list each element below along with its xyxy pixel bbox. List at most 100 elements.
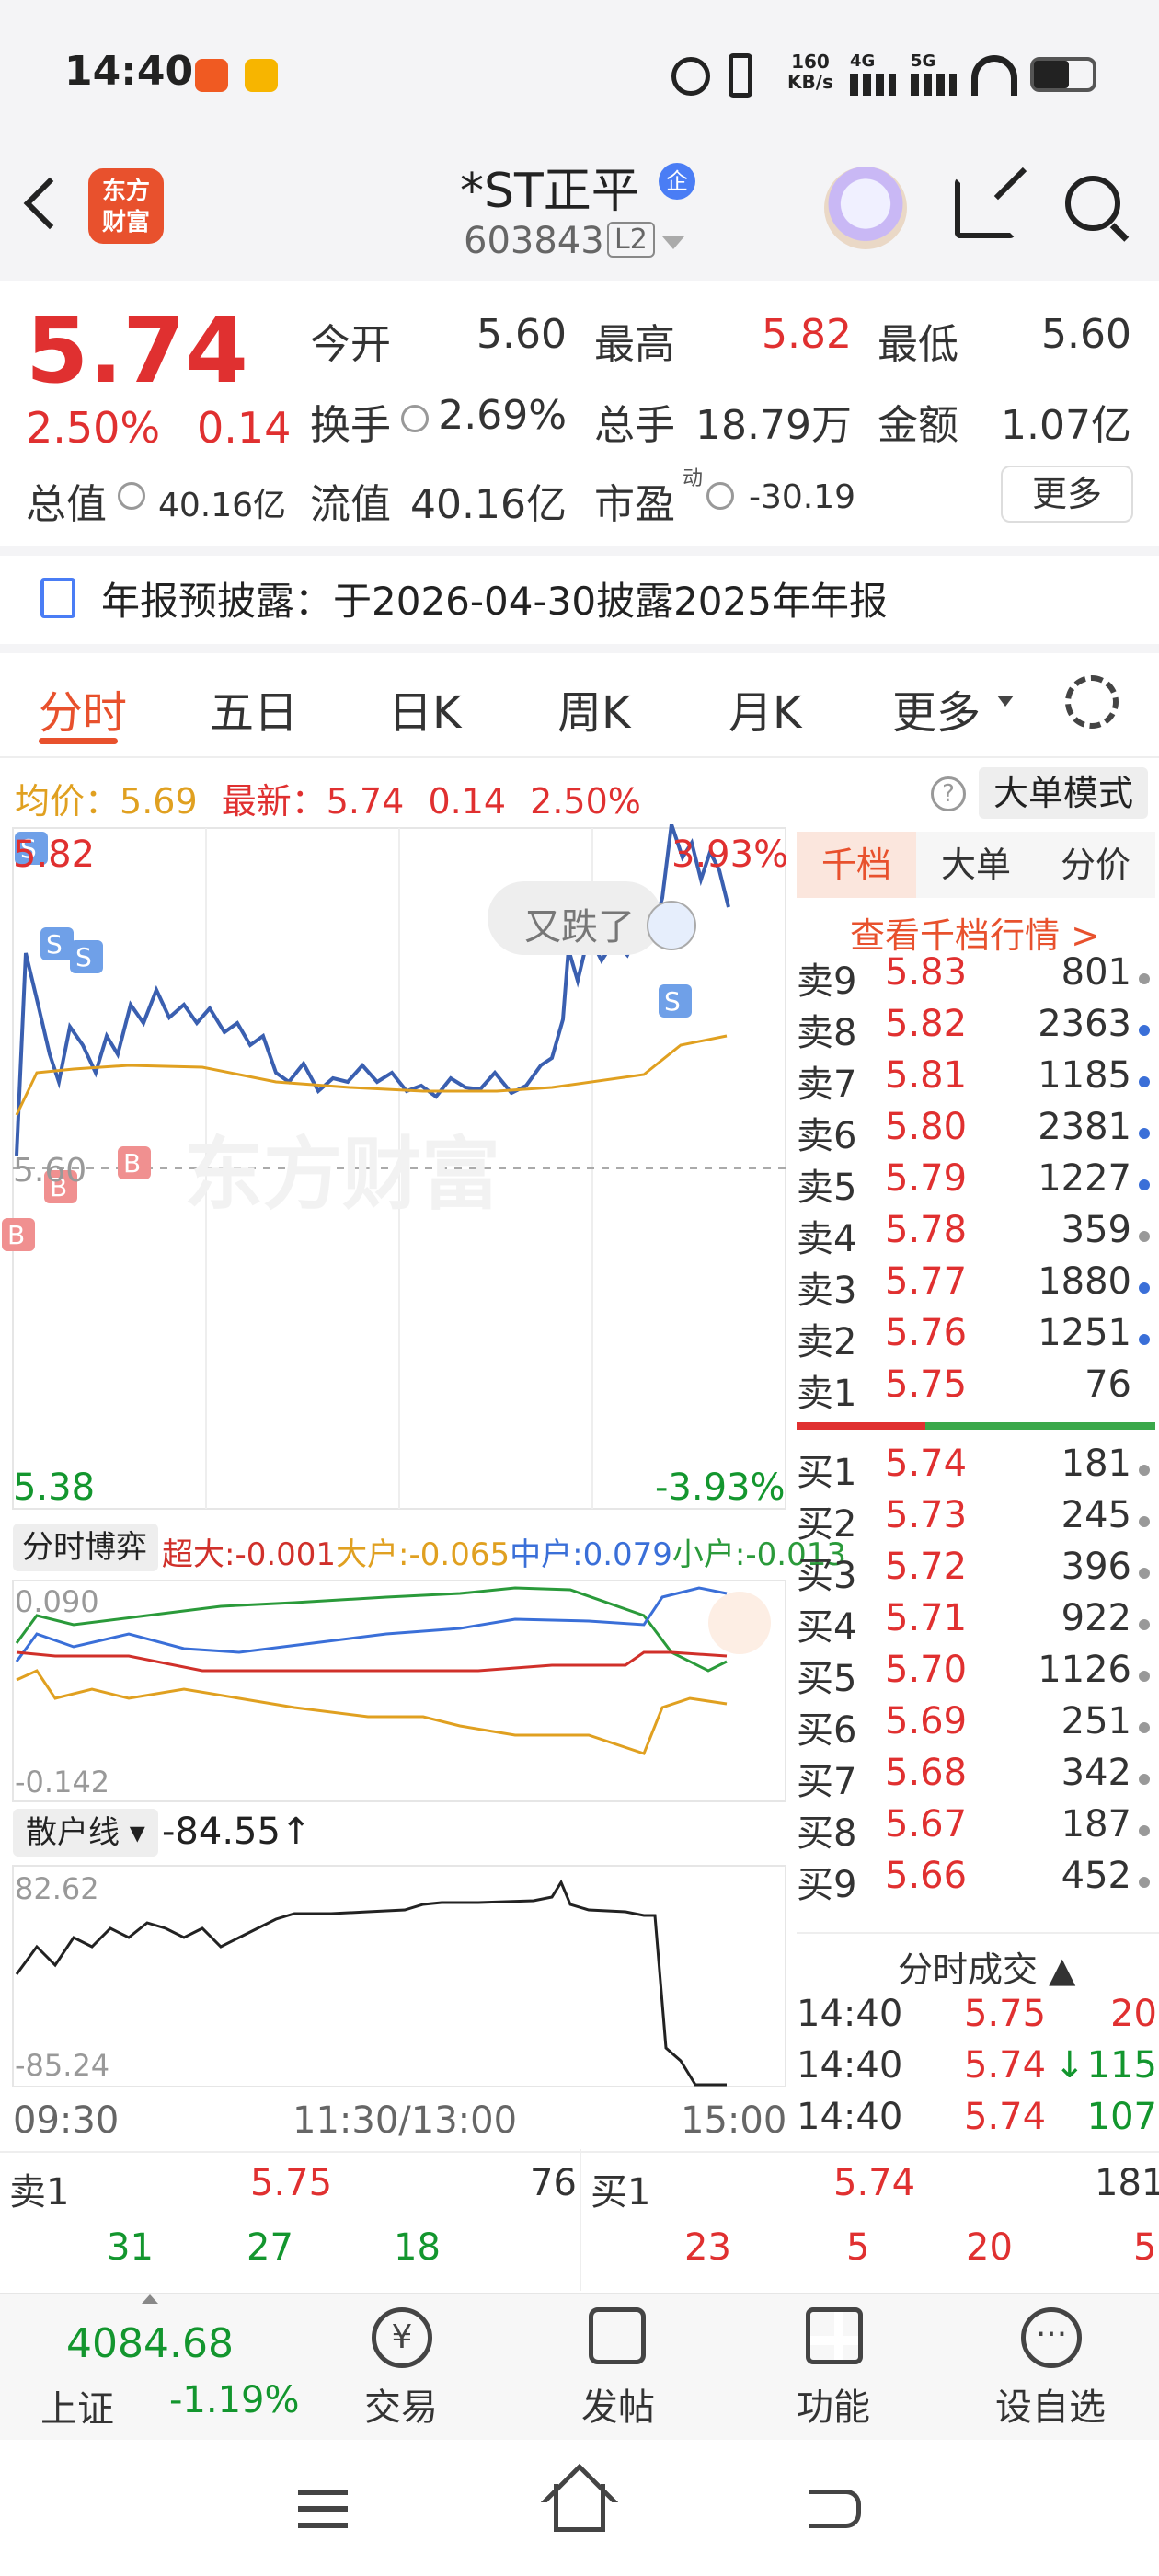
market-cap-label: 总值 [26, 481, 107, 528]
signal-5g-label: 5G [911, 52, 936, 71]
trade-ticker[interactable]: 分时成交 ▲ 14:40 5.75 20 14:40 5.74 ↓ 115 14:40 5.74… [797, 1932, 1159, 2144]
app-logo[interactable]: 东方 财富 [88, 168, 164, 244]
time-axis-open: 09:30 [13, 2099, 120, 2142]
ask-row[interactable]: 卖8 5.82 2363 [797, 1003, 1155, 1054]
robot-assistant-icon[interactable] [824, 167, 907, 249]
tab-intraday[interactable]: 分时 [39, 687, 128, 739]
trade-row: 14:40 5.74 107 [797, 2096, 1159, 2147]
big-order-dot [1139, 1825, 1150, 1836]
settings-icon[interactable] [1065, 675, 1119, 729]
retail-line-selector[interactable]: 散户线 ▾ [13, 1809, 158, 1857]
ask-bid-ratio-bar-bid [925, 1422, 1155, 1430]
retail-chart[interactable] [0, 1864, 791, 2088]
ask-row[interactable]: 卖5 5.79 1227 [797, 1157, 1155, 1209]
trade-row: 14:40 5.74 ↓ 115 [797, 2044, 1159, 2096]
ask-label: 卖6 [797, 1115, 857, 1157]
bid-row[interactable]: 买2 5.73 245 [797, 1494, 1155, 1546]
trade-direction-arrow: ↓ [1054, 2044, 1085, 2087]
comment-bubble-text[interactable]: 又跌了 [524, 906, 635, 949]
flow-selector[interactable]: 分时博弈 ▾ [13, 1524, 158, 1614]
trade-icon[interactable]: ¥ [372, 2307, 432, 2368]
big-order-mode-button[interactable]: 大单模式 [979, 767, 1148, 819]
ask-label: 卖4 [797, 1218, 857, 1260]
volume-value: 18.79万 [695, 402, 852, 449]
ask-row[interactable]: 卖1 5.75 76 [797, 1363, 1155, 1415]
bid-price: 5.70 [885, 1649, 968, 1691]
watchlist-icon[interactable]: ··· [1021, 2307, 1082, 2368]
nav-trade[interactable]: 交易 [364, 2386, 438, 2429]
flow-chart[interactable] [0, 1579, 791, 1803]
large-holder-line [16, 1669, 728, 1755]
signal-4g-icon [850, 74, 896, 96]
tab-full-depth[interactable]: 千档 [797, 832, 916, 898]
bid-row[interactable]: 买1 5.74 181 [797, 1443, 1155, 1494]
tab-five-day[interactable]: 五日 [210, 687, 299, 739]
stock-code: 603843 [464, 220, 604, 262]
stock-header: 东方 财富 *ST正平 企 603843 L2 [0, 152, 1159, 281]
info-circle-icon[interactable] [118, 482, 145, 510]
info-circle-icon[interactable] [706, 482, 734, 510]
ask-row[interactable]: 卖2 5.76 1251 [797, 1312, 1155, 1363]
chevron-down-icon[interactable] [662, 236, 684, 249]
ask-row[interactable]: 卖4 5.78 359 [797, 1209, 1155, 1260]
ask-volume: 76 [1084, 1363, 1131, 1406]
menu-icon[interactable] [298, 2490, 348, 2528]
intraday-chart[interactable]: 东方财富 S S S S B B B [0, 824, 791, 1524]
functions-icon[interactable] [806, 2307, 863, 2364]
big-order-dot [1139, 1774, 1150, 1785]
book-fade [797, 1923, 1155, 1934]
share-icon[interactable] [955, 178, 1016, 238]
help-icon[interactable]: ? [931, 776, 966, 811]
big-order-dot [1139, 1465, 1150, 1476]
nav-add-watchlist[interactable]: 设自选 [995, 2386, 1106, 2429]
buy-queue-item: 5 [1133, 2226, 1157, 2269]
bid-row[interactable]: 买7 5.68 342 [797, 1752, 1155, 1803]
buy-queue-item: 23 [684, 2226, 731, 2269]
expand-up-icon[interactable] [142, 2294, 158, 2304]
high-label: 最高 [594, 321, 675, 368]
sell-marker-label: S [46, 929, 63, 960]
trade-volume: 115 [1086, 2044, 1157, 2087]
bid-row[interactable]: 买8 5.67 187 [797, 1803, 1155, 1855]
level-badge[interactable]: L2 [607, 222, 655, 258]
bid-row[interactable]: 买4 5.71 922 [797, 1597, 1155, 1649]
more-button[interactable]: 更多 [1001, 466, 1133, 523]
ask-row[interactable]: 卖7 5.81 1185 [797, 1054, 1155, 1106]
ask-price: 5.81 [885, 1054, 968, 1097]
tab-price-levels[interactable]: 分价 [1060, 845, 1130, 885]
low-value: 5.60 [1041, 311, 1131, 358]
bid-row[interactable]: 买6 5.69 251 [797, 1700, 1155, 1752]
tab-more[interactable]: 更多 [892, 687, 981, 739]
amount-label: 金额 [878, 402, 958, 449]
bid-row[interactable]: 买3 5.72 396 [797, 1546, 1155, 1597]
nav-post[interactable]: 发帖 [581, 2386, 655, 2429]
bottom-nav [0, 2293, 1159, 2440]
document-icon [40, 578, 75, 618]
post-icon[interactable] [589, 2307, 646, 2364]
index-value[interactable]: 4084.68 [66, 2320, 234, 2367]
tab-daily-k[interactable]: 日K [388, 687, 462, 739]
back-icon[interactable] [23, 177, 76, 230]
back-nav-icon[interactable] [809, 2490, 861, 2528]
ask-row[interactable]: 卖6 5.80 2381 [797, 1106, 1155, 1157]
index-name[interactable]: 上证 [40, 2388, 114, 2431]
tab-big-orders[interactable]: 大单 [940, 845, 1011, 885]
annual-report-notice[interactable]: 年报预披露：于2026-04-30披露2025年年报 [101, 579, 888, 624]
pct-axis-bottom: -3.93% [655, 1466, 786, 1509]
sell-queue-item: 18 [394, 2226, 441, 2269]
trade-volume: 107 [1086, 2096, 1157, 2138]
search-icon[interactable] [1065, 176, 1120, 231]
tab-weekly-k[interactable]: 周K [557, 687, 631, 739]
tab-monthly-k[interactable]: 月K [729, 687, 802, 739]
bid-row[interactable]: 买9 5.66 452 [797, 1855, 1155, 1906]
nav-functions[interactable]: 功能 [797, 2386, 870, 2429]
bid-volume: 452 [1061, 1855, 1131, 1897]
ask-row[interactable]: 卖9 5.83 801 [797, 951, 1155, 1003]
video-app-icon [245, 59, 278, 92]
info-circle-icon[interactable] [401, 405, 429, 432]
index-change[interactable]: -1.19% [169, 2379, 300, 2421]
view-full-depth-link[interactable]: 查看千档行情 > [850, 915, 1100, 956]
ask-row[interactable]: 卖3 5.77 1880 [797, 1260, 1155, 1312]
home-icon[interactable] [554, 2484, 605, 2532]
bid-row[interactable]: 买5 5.70 1126 [797, 1649, 1155, 1700]
